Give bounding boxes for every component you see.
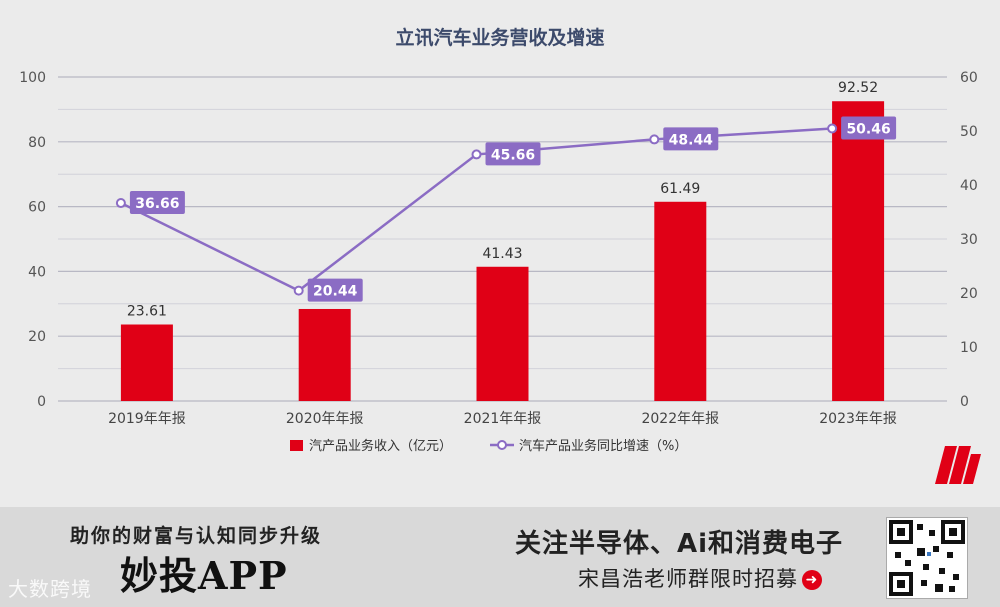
legend-line-label: 汽车产品业务同比增速（%） [519,438,687,454]
legend-bar-swatch [290,440,303,451]
right-tick-label: 50 [960,124,978,140]
banner-recruit-text[interactable]: 宋昌浩老师群限时招募 ➜ [578,563,822,593]
line-point [649,134,660,145]
left-tick-label: 80 [28,135,46,151]
right-axis: 0 10 20 30 40 50 60 [960,70,978,410]
line-point [471,149,482,160]
left-tick-label: 20 [28,329,46,345]
legend: 汽产品业务收入（亿元） 汽车产品业务同比增速（%） [290,438,687,454]
line-point [115,198,126,209]
chart: 立讯汽车业务营收及增速 0 20 40 60 80 100 0 10 20 30 40 50 60 2… [19,26,978,454]
left-tick-label: 100 [19,70,46,86]
line-point [827,123,838,134]
line-data-label: 36.66 [135,196,179,212]
x-tick-label: 2019年年报 [108,411,186,427]
right-tick-label: 40 [960,178,978,194]
right-tick-label: 20 [960,286,978,302]
bar-series [120,101,885,401]
promo-banner[interactable]: 助你的财富与认知同步升级 妙投APP 关注半导体、Ai和消费电子 宋昌浩老师群限… [0,507,1000,607]
right-tick-label: 0 [960,394,969,410]
banner-recruit-label: 宋昌浩老师群限时招募 [578,567,798,591]
bar [476,266,529,401]
line-label-box [841,116,897,140]
legend-bar-label: 汽产品业务收入（亿元） [309,438,452,454]
line-label-box [663,127,719,151]
banner-slogan: 助你的财富与认知同步升级 [70,525,323,547]
line-data-label: 20.44 [313,284,358,300]
bar [120,324,173,401]
line-data-label: 50.46 [846,122,890,138]
line-point [293,285,304,296]
left-tick-label: 60 [28,200,46,216]
bar [298,308,351,401]
right-tick-label: 10 [960,340,978,356]
x-tick-label: 2022年年报 [641,411,719,427]
arrow-right-icon: ➜ [802,570,822,590]
left-tick-label: 40 [28,264,46,280]
brand-logo-icon [933,440,983,490]
left-tick-label: 0 [37,394,46,410]
bar [654,201,707,401]
bar-data-label: 92.52 [838,80,878,96]
bar-data-label: 61.49 [660,181,700,197]
x-tick-label: 2021年年报 [464,411,542,427]
legend-line-marker [497,440,507,450]
x-tick-label: 2020年年报 [286,411,364,427]
line-label-box [307,278,363,302]
bar-data-label: 41.43 [482,246,522,262]
line-data-label: 45.66 [491,147,535,163]
qr-code-icon[interactable] [886,517,968,599]
bar-data-label: 23.61 [127,304,167,320]
line-label-box [485,142,541,166]
right-tick-label: 60 [960,70,978,86]
x-axis: 2019年年报 2020年年报 2021年年报 2022年年报 2023年年报 [108,411,897,427]
chart-title: 立讯汽车业务营收及增速 [395,26,604,49]
line-series: 36.66 20.44 45.66 48.44 50.46 [115,116,897,302]
line-label-box [129,191,185,215]
banner-app-name: 妙投APP [120,553,288,598]
watermark: 大数跨境 [8,577,92,601]
banner-follow-text: 关注半导体、Ai和消费电子 [515,529,844,559]
left-axis: 0 20 40 60 80 100 [19,70,46,410]
bar [832,101,885,401]
line-data-label: 48.44 [669,132,714,148]
x-tick-label: 2023年年报 [819,411,897,427]
right-tick-label: 30 [960,232,978,248]
